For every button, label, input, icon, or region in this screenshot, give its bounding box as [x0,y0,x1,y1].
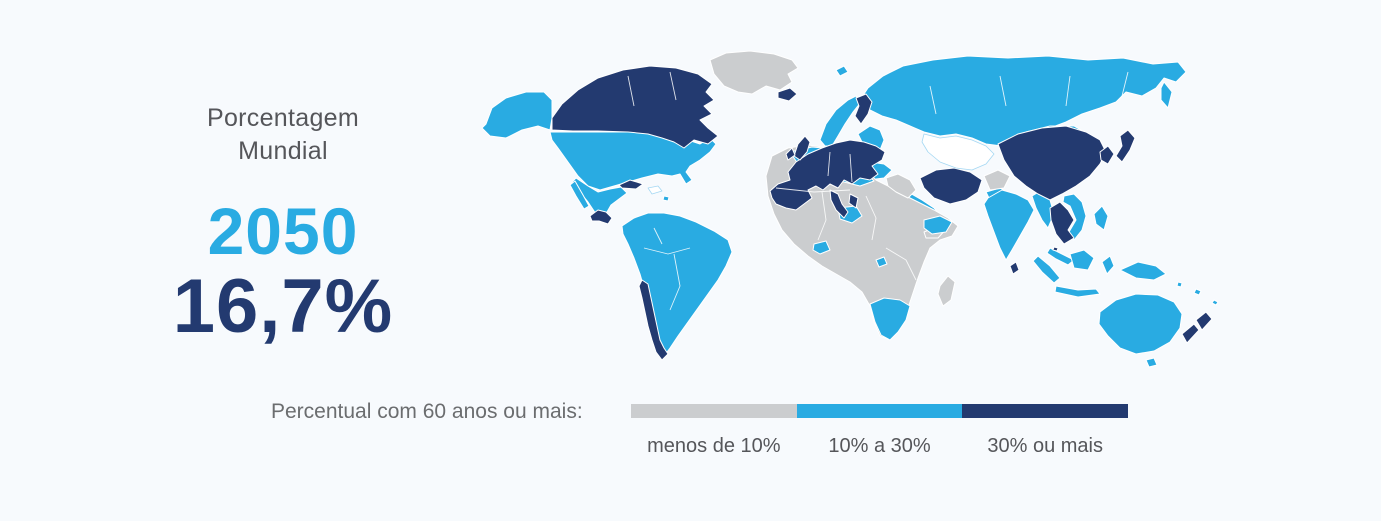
region-vietnam-laos [1062,193,1087,241]
region-thailand [1049,201,1075,245]
region-finland [854,93,873,125]
region-south-america [621,212,733,357]
legend-swatch-low [631,404,797,418]
region-uk [793,135,811,161]
region-southern-africa-overlay [869,297,911,341]
region-madagascar [937,275,956,307]
region-sri-lanka [1009,261,1020,275]
region-kamchatka [1160,81,1173,109]
region-rwanda-overlay [875,256,888,268]
legend-label-low: menos de 10% [647,435,781,457]
region-new-zealand-north [1195,311,1213,331]
legend-title: Percentual com 60 anos ou mais: [271,400,583,423]
region-singapore [1052,246,1059,252]
region-alaska [481,91,553,139]
region-greenland [709,50,799,95]
legend-label-mid: 10% a 30% [828,435,931,457]
region-norway-sweden [819,95,862,147]
legend-scale: menos de 10% 10% a 30% 30% ou mais [631,404,1129,458]
region-italy [829,189,849,219]
region-greece [848,193,859,209]
region-ethiopia-overlay [923,215,953,235]
headline-block: Porcentagem Mundial 2050 16,7% [158,102,408,348]
region-chile [638,279,669,361]
region-java [1054,285,1101,298]
region-iceland [777,87,798,102]
region-new-guinea [1119,261,1167,281]
region-new-zealand-south [1181,323,1200,344]
region-ireland [785,147,796,161]
region-iran [919,167,983,205]
legend-bar [631,404,1129,418]
headline-world-value: 16,7% [172,264,394,349]
region-india [983,189,1035,261]
world-map-svg [481,50,1219,368]
region-afghanistan [983,169,1011,191]
region-hispaniola [647,185,663,195]
world-map [478,48,1268,380]
region-central-asia [921,133,995,171]
region-russia [857,55,1187,147]
region-south-korea [1099,145,1115,165]
legend-swatch-mid [796,404,963,418]
region-japan [1115,129,1136,163]
region-borneo [1069,249,1095,271]
region-canada [551,65,719,149]
region-sumatra [1032,255,1061,284]
country-border-lines [627,71,1129,311]
region-sulawesi [1101,255,1115,275]
region-gabon-overlay [812,240,831,255]
region-philippines [1093,205,1109,231]
region-baja-california [569,180,590,210]
legend-swatch-high [962,404,1129,418]
region-pacific-islands [1176,281,1219,306]
region-europe [769,139,886,211]
region-costa-rica-panama [589,209,613,225]
headline-subtitle-line2: Mundial [238,137,328,165]
region-iraq-syria [885,173,917,199]
region-cuba [618,179,644,190]
region-tasmania [1145,357,1158,368]
legend-names: menos de 10% 10% a 30% 30% ou mais [631,435,1128,458]
legend-label-high: 30% ou mais [987,435,1103,457]
regions-high [551,65,1213,361]
region-caribbean-islands [662,195,670,202]
region-china [997,125,1107,201]
headline-year: 2050 [207,194,359,268]
regions-nodata [647,133,995,195]
regions-low [709,50,1011,341]
region-malaysia [1046,247,1075,266]
region-australia [1098,293,1183,355]
region-svalbard [835,65,849,77]
headline-subtitle-line1: Porcentagem [207,104,359,132]
